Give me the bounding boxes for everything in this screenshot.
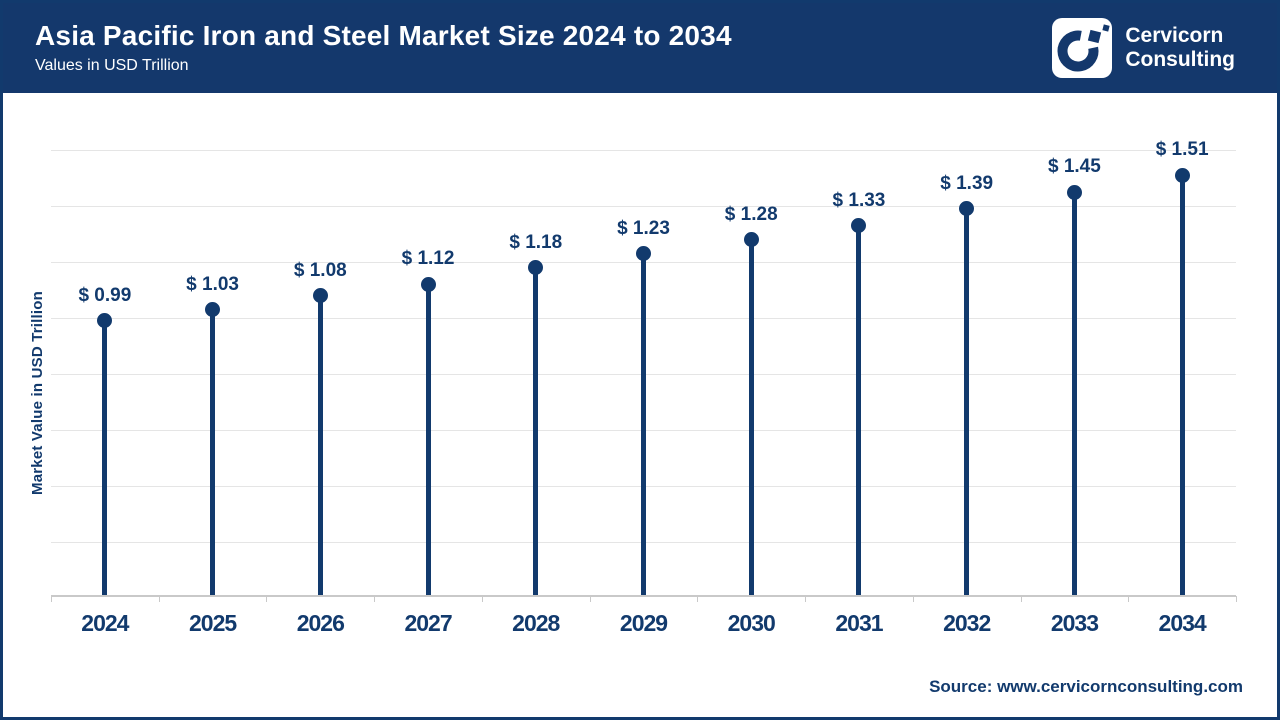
value-label: $ 1.45 [1047,156,1101,177]
header: Asia Pacific Iron and Steel Market Size … [3,3,1277,93]
value-label: $ 1.51 [1155,139,1209,161]
value-label: $ 1.39 [940,172,994,194]
x-tick-label: 2034 [1158,610,1207,636]
value-label: $ 0.99 [78,284,132,306]
lollipop-point [97,313,113,329]
lollipop-stem [1179,175,1185,595]
lollipop-point [1174,167,1190,183]
x-axis-tick [374,596,376,602]
x-axis-tick [912,596,914,602]
chart-subtitle: Values in USD Trillion [35,57,189,74]
x-axis-tick [589,596,591,602]
x-axis-tick [51,596,52,602]
x-axis-tick [1020,596,1022,602]
lollipop-stem [748,239,754,595]
lollipop-stem [533,267,539,595]
x-tick-label: 2026 [296,610,345,636]
x-tick-label: 2025 [188,610,237,636]
lollipop-stem [964,208,970,595]
value-label: $ 1.18 [509,231,563,253]
lollipop-point [636,246,651,262]
x-axis-tick [805,596,807,602]
lollipop-point [1066,184,1082,200]
value-label: $ 1.08 [293,259,347,281]
lollipop-stem [856,225,862,595]
x-tick-label: 2028 [512,610,560,636]
x-tick-label: 2031 [835,610,883,636]
x-axis-tick [1128,596,1130,602]
x-axis-tick [481,596,483,602]
x-axis-tick [697,596,699,602]
x-tick-label: 2024 [81,610,129,636]
lollipop-stem [317,295,323,595]
x-tick-label: 2027 [404,610,452,636]
brand-name: Cervicorn Consulting [1125,24,1235,72]
value-label: $ 1.12 [401,248,455,270]
brand-line-2: Consulting [1125,48,1235,71]
x-tick-label: 2032 [943,610,991,636]
lollipop-point [420,276,436,292]
source-text: Source: www.cervicornconsulting.com [929,677,1243,696]
lollipop-stem [641,253,646,595]
brand-line-1: Cervicorn [1125,24,1224,47]
header-text: Asia Pacific Iron and Steel Market Size … [35,20,732,76]
x-tick-label: 2033 [1050,610,1099,636]
x-axis-tick [266,596,268,602]
value-label: $ 1.03 [186,273,239,295]
value-label: $ 1.33 [832,189,886,211]
gridline [51,149,1236,151]
logo-box [1052,18,1113,78]
lollipop-point [851,218,867,234]
x-tick-label: 2030 [727,610,776,636]
page-title: Asia Pacific Iron and Steel Market Size … [35,20,732,51]
x-axis-tick [158,596,160,602]
lollipop-point [743,232,759,248]
lollipop-point [205,302,221,318]
brand-logo: Cervicorn Consulting [1052,18,1235,78]
lollipop-stem [102,320,108,595]
lollipop-point [312,288,328,304]
x-axis-tick [1236,596,1237,602]
value-label: $ 1.23 [617,217,670,239]
lollipop-stem [425,284,431,595]
lollipop-point [528,260,544,276]
x-axis-line [51,595,1236,597]
cervicorn-logo-icon [1057,24,1110,72]
plot-area: $ 0.99 2024 $ 1.03 2025 $ 1.08 2026 $ 1.12 2027… [3,3,1277,717]
lollipop-point [959,201,975,217]
value-label: $ 1.28 [724,203,778,225]
x-tick-label: 2029 [619,610,668,636]
gridline [51,205,1236,207]
lollipop-stem [210,309,216,595]
lollipop-stem [1071,192,1077,595]
